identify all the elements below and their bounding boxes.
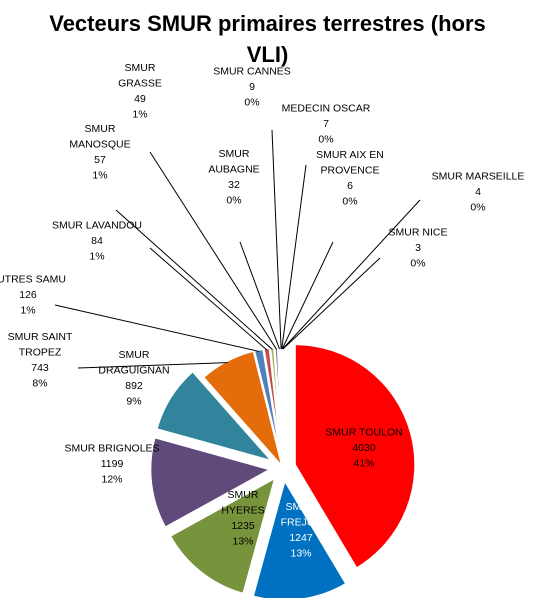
- leader-line: [281, 241, 334, 350]
- slice-label-line: SMUR CANNES: [213, 66, 291, 78]
- slice-label: SMUR TOULON 4030 41%: [325, 427, 402, 470]
- slice-label: SMUR FREJUS 1247 13%: [281, 501, 322, 560]
- slice-label-line: AUBAGNE: [208, 163, 259, 175]
- slice-label-line: SMUR: [286, 501, 317, 513]
- slice-label-line: SMUR NICE: [389, 227, 448, 239]
- slice-label-line: 9: [249, 81, 255, 93]
- slice-label-line: SMUR TOULON: [325, 427, 402, 439]
- leader-line: [282, 199, 421, 350]
- slice-label: SMUR CANNES 9 0%: [213, 66, 291, 109]
- slice-label: SMUR MANOSQUE 57 1%: [69, 123, 130, 182]
- slice-label-line: SMUR SAINT: [8, 331, 73, 343]
- slice-label-line: 49: [134, 93, 146, 105]
- leader-lines: [54, 129, 421, 369]
- slice-label-line: 1%: [92, 169, 107, 181]
- slice-label-line: 57: [94, 154, 106, 166]
- slice-label-line: 1%: [20, 305, 35, 317]
- slice-label-line: 1199: [101, 458, 124, 470]
- slice-label-line: 8%: [32, 377, 47, 389]
- slice-labels: SMUR TOULON 4030 41%SMUR FREJUS 1247 13%SMUR H…: [0, 62, 524, 560]
- slice-label-line: 0%: [342, 195, 357, 207]
- leader-line: [115, 209, 273, 350]
- slice-label-line: 126: [19, 289, 37, 301]
- slice-label: SMUR NICE 3 0%: [389, 227, 448, 270]
- slice-label-line: SMUR: [219, 148, 250, 160]
- slice-label-line: 1%: [132, 108, 147, 120]
- slice-label-line: SMUR: [85, 123, 116, 135]
- pie-slice-smur-draguignan: [154, 369, 277, 464]
- slice-label: SMUR SAINT TROPEZ 743 8%: [8, 331, 73, 390]
- slice-label-line: 32: [228, 179, 240, 191]
- slice-label: SMUR AUBAGNE 32 0%: [208, 148, 259, 207]
- slice-label-line: SMUR: [119, 349, 150, 361]
- slice-label: SMUR AIX EN PROVENCE 6 0%: [316, 149, 384, 208]
- slice-label-line: 0%: [244, 97, 259, 109]
- slice-label-line: 0%: [318, 134, 333, 146]
- slice-label-line: 7: [323, 118, 329, 130]
- slice-label-line: 743: [31, 362, 49, 374]
- slice-label-line: TROPEZ: [19, 346, 62, 358]
- slice-label-line: FREJUS: [281, 516, 322, 528]
- slice-label-line: 4: [475, 186, 481, 198]
- chart-title-line-1: Vecteurs SMUR primaires terrestres (hors: [49, 11, 486, 36]
- leader-line: [281, 164, 307, 350]
- slice-label-line: 1235: [231, 520, 255, 532]
- slice-label-line: 6: [347, 180, 353, 192]
- leader-line: [282, 257, 381, 350]
- slice-label-line: SMUR MARSEILLE: [432, 171, 525, 183]
- slice-label-line: 0%: [410, 258, 425, 270]
- slice-label-line: GRASSE: [118, 77, 162, 89]
- slice-label-line: DRAGUIGNAN: [98, 364, 169, 376]
- slice-label-line: 41%: [353, 458, 374, 470]
- slice-label-line: 13%: [290, 547, 311, 559]
- slice-label-line: SMUR AIX EN: [316, 149, 384, 161]
- slice-label-line: 892: [125, 380, 143, 392]
- pie-slices: [148, 342, 417, 598]
- slice-label-line: 4030: [352, 442, 376, 454]
- leader-line: [239, 241, 281, 350]
- slice-label-line: MEDECIN OSCAR: [282, 103, 371, 115]
- slice-label-line: 13%: [232, 535, 253, 547]
- leader-line: [77, 362, 228, 369]
- slice-label: AUTRES SAMU 126 1%: [0, 274, 66, 317]
- chart-title-line-2: VLI): [246, 42, 289, 67]
- slice-label-line: SMUR LAVANDOU: [52, 220, 142, 232]
- slice-label-line: SMUR: [125, 62, 156, 74]
- slice-label: SMUR GRASSE 49 1%: [118, 62, 162, 121]
- slice-label: SMUR MARSEILLE 4 0%: [432, 171, 525, 214]
- slice-label: SMUR BRIGNOLES 1199 12%: [64, 443, 159, 486]
- slice-label-line: SMUR: [228, 489, 259, 501]
- slice-label-line: PROVENCE: [321, 164, 380, 176]
- pie-slice-smur-hyeres: [167, 474, 278, 596]
- slice-label-line: SMUR BRIGNOLES: [64, 443, 159, 455]
- slice-label-line: 1247: [289, 532, 313, 544]
- leader-line: [149, 247, 268, 351]
- slice-label-line: MANOSQUE: [69, 138, 130, 150]
- leader-line: [149, 151, 277, 350]
- slice-label-line: 12%: [101, 474, 122, 486]
- leader-line: [54, 304, 260, 352]
- slice-label-line: AUTRES SAMU: [0, 274, 66, 286]
- slice-label: SMUR LAVANDOU 84 1%: [52, 220, 142, 263]
- slice-label: MEDECIN OSCAR 7 0%: [282, 103, 371, 146]
- pie-slice-smur-brignoles: [148, 435, 275, 530]
- slice-label-line: 0%: [470, 202, 485, 214]
- slice-label-line: 9%: [126, 395, 141, 407]
- slice-label: SMUR DRAGUIGNAN 892 9%: [98, 349, 169, 408]
- slice-label-line: 1%: [89, 251, 104, 263]
- pie-slice-smur-toulon: [293, 342, 417, 571]
- slice-label-line: 84: [91, 235, 103, 247]
- leader-line: [271, 129, 282, 350]
- slice-label-line: 3: [415, 242, 421, 254]
- slice-label: SMUR HYERES 1235 13%: [221, 489, 264, 548]
- chart-title: Vecteurs SMUR primaires terrestres (hors…: [0, 8, 535, 70]
- slice-label-line: HYERES: [221, 504, 264, 516]
- slice-label-line: 0%: [226, 194, 241, 206]
